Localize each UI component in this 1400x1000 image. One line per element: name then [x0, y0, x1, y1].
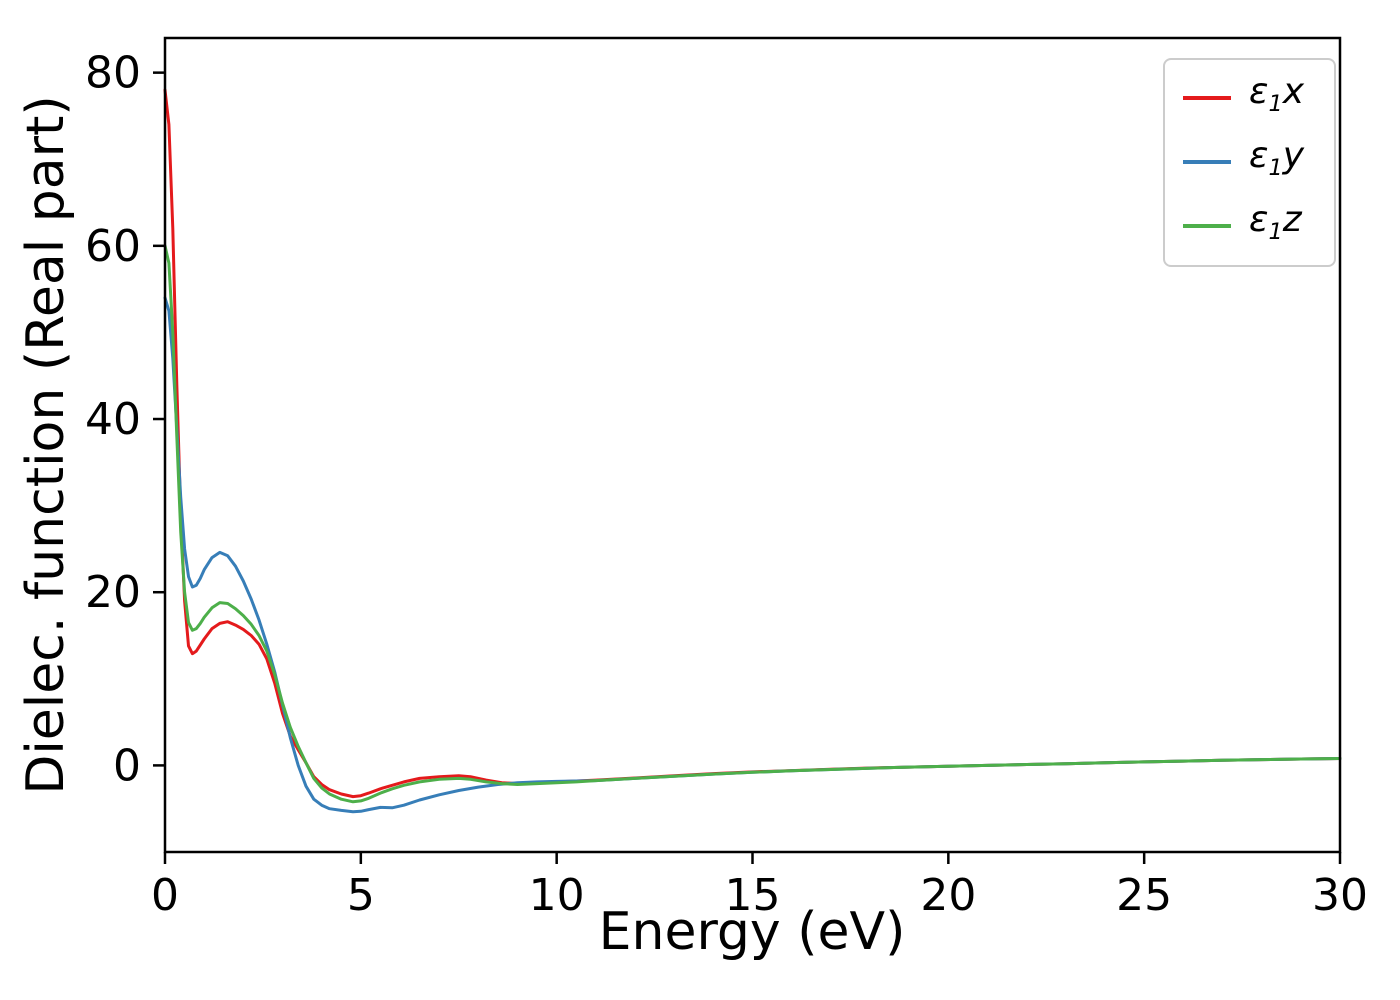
x-tick-label: 0 — [151, 870, 179, 921]
x-tick-label: 5 — [347, 870, 375, 921]
x-axis-label: Energy (eV) — [598, 902, 906, 962]
y-tick-label: 40 — [85, 394, 141, 445]
legend-subscript: 1 — [1268, 219, 1283, 246]
legend-item: ε1y — [1183, 136, 1304, 188]
y-tick-label: 80 — [85, 48, 141, 99]
axes-frame — [163, 36, 1342, 854]
series-line-eps1z — [163, 244, 1342, 804]
y-axis-label: Dielec. function (Real part) — [16, 95, 76, 795]
legend-variable: z — [1282, 199, 1302, 241]
legend-swatch — [1183, 160, 1232, 165]
y-tick-label: 0 — [113, 740, 141, 791]
legend-item: ε1x — [1183, 72, 1304, 124]
y-tick-label: 20 — [85, 567, 141, 618]
legend-symbol: ε — [1249, 135, 1269, 177]
legend: ε1x ε1y ε1z — [1163, 58, 1336, 267]
x-tick-label: 20 — [920, 870, 976, 921]
legend-item: ε1z — [1183, 200, 1304, 252]
legend-subscript: 1 — [1268, 155, 1283, 182]
x-tick-label: 10 — [529, 870, 585, 921]
legend-symbol: ε — [1249, 199, 1269, 241]
y-tick-label: 60 — [85, 221, 141, 272]
legend-symbol: ε — [1249, 71, 1269, 112]
legend-variable: x — [1282, 71, 1304, 112]
x-tick-label: 15 — [725, 870, 781, 921]
x-tick-label: 25 — [1116, 870, 1172, 921]
legend-label: ε1y — [1249, 136, 1304, 188]
series-line-eps1y — [163, 296, 1342, 814]
legend-variable: y — [1282, 135, 1304, 177]
legend-label: ε1z — [1249, 200, 1302, 252]
legend-swatch — [1183, 96, 1232, 101]
legend-label: ε1x — [1249, 72, 1304, 124]
legend-swatch — [1183, 224, 1232, 229]
x-tick-label: 30 — [1312, 870, 1368, 921]
legend-subscript: 1 — [1268, 91, 1283, 118]
